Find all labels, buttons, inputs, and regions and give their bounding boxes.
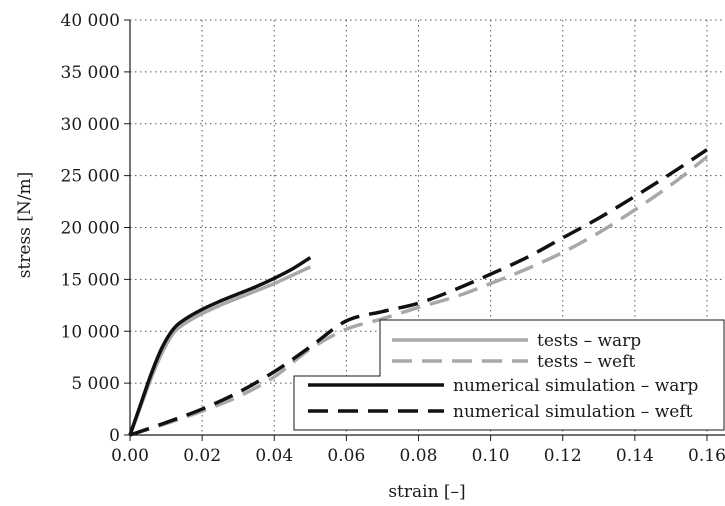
legend-box [293,319,725,431]
y-tick-label: 0 [109,426,120,446]
y-tick-label: 40 000 [61,11,120,31]
y-tick-label: 15 000 [61,270,120,290]
y-tick-label: 25 000 [61,167,120,187]
series-sim-weft [129,148,708,437]
x-axis-title: strain [–] [388,482,465,502]
series-lines [128,148,709,437]
y-tick-label: 10 000 [61,322,120,342]
x-tick-label: 0.10 [472,446,510,466]
x-tick-label: 0.04 [255,446,293,466]
legend: tests – warp tests – weft numerical simu… [293,319,725,431]
x-tick-label: 0.00 [111,446,149,466]
legend-label-tests-weft: tests – weft [537,352,635,372]
y-tick-label: 30 000 [61,115,120,135]
legend-label-tests-warp: tests – warp [537,331,641,351]
legend-label-sim-warp: numerical simulation – warp [453,376,699,396]
x-tick-label: 0.02 [183,446,221,466]
x-ticks: 0.00 0.02 0.04 0.06 0.08 0.10 0.12 0.14 0.16 [111,435,725,466]
x-tick-label: 0.14 [616,446,654,466]
y-ticks: 0 5 000 10 000 15 000 20 000 25 000 30 000 35 0… [61,11,130,446]
series-tests-warp [128,265,312,436]
y-tick-label: 20 000 [61,219,120,239]
x-tick-label: 0.16 [688,446,725,466]
y-tick-label: 5 000 [71,374,120,394]
series-tests-weft [129,155,709,437]
y-axis-title: stress [N/m] [15,172,35,279]
x-tick-label: 0.08 [400,446,438,466]
x-tick-label: 0.06 [327,446,365,466]
y-tick-label: 35 000 [61,63,120,83]
series-sim-warp [128,256,312,436]
x-tick-label: 0.12 [544,446,582,466]
legend-label-sim-weft: numerical simulation – weft [453,402,693,422]
